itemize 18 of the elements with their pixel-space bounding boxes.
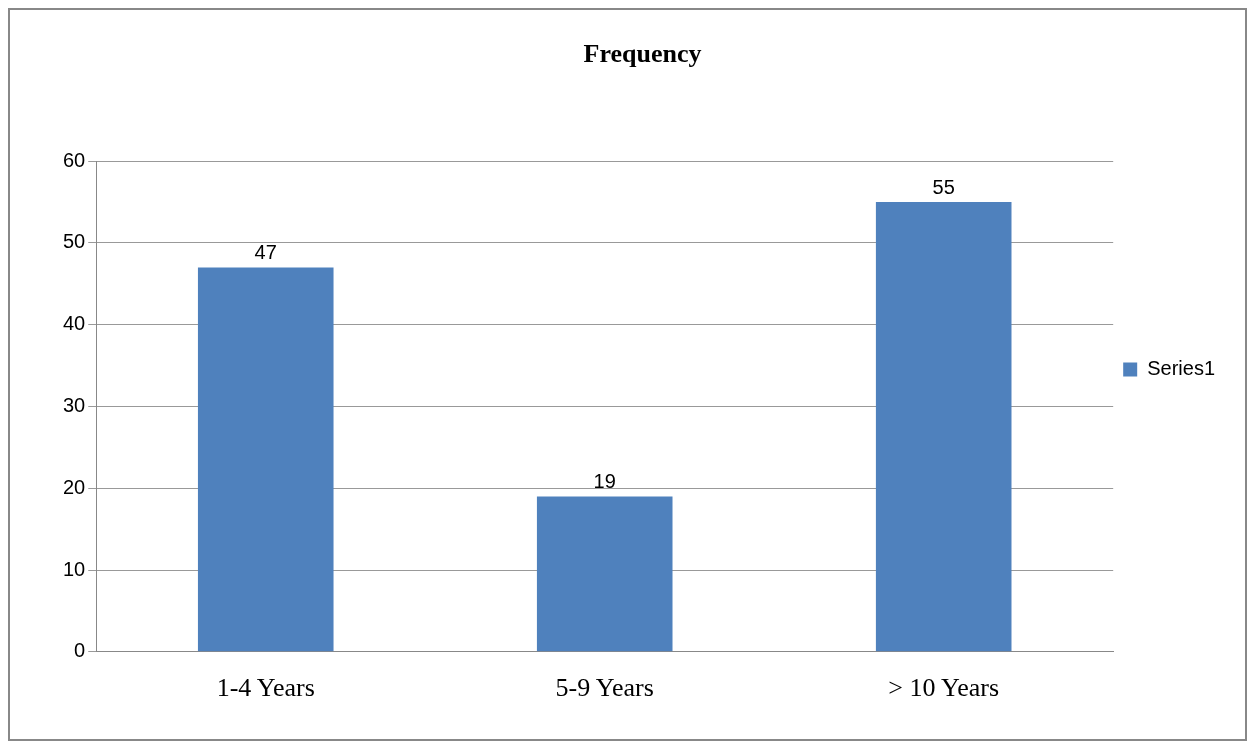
bar bbox=[197, 267, 334, 652]
y-tick-label: 40 bbox=[63, 312, 86, 335]
y-tick-label: 30 bbox=[63, 394, 86, 417]
y-tick-label: 20 bbox=[63, 475, 86, 498]
x-tick-label: > 10 Years bbox=[888, 673, 1000, 703]
legend-label: Series1 bbox=[1147, 357, 1215, 380]
y-tick-label: 10 bbox=[63, 557, 86, 580]
y-tick-label: 50 bbox=[63, 230, 86, 253]
data-label: 55 bbox=[932, 175, 955, 198]
y-tick-label: 0 bbox=[74, 639, 86, 662]
bar bbox=[536, 496, 673, 652]
x-tick-label: 1-4 Years bbox=[216, 673, 315, 703]
chart-title: Frequency bbox=[583, 39, 702, 69]
x-tick-label: 5-9 Years bbox=[555, 673, 654, 703]
y-tick-label: 60 bbox=[63, 148, 86, 171]
data-label: 47 bbox=[254, 241, 277, 264]
data-label: 19 bbox=[593, 469, 616, 492]
bar bbox=[875, 202, 1012, 652]
